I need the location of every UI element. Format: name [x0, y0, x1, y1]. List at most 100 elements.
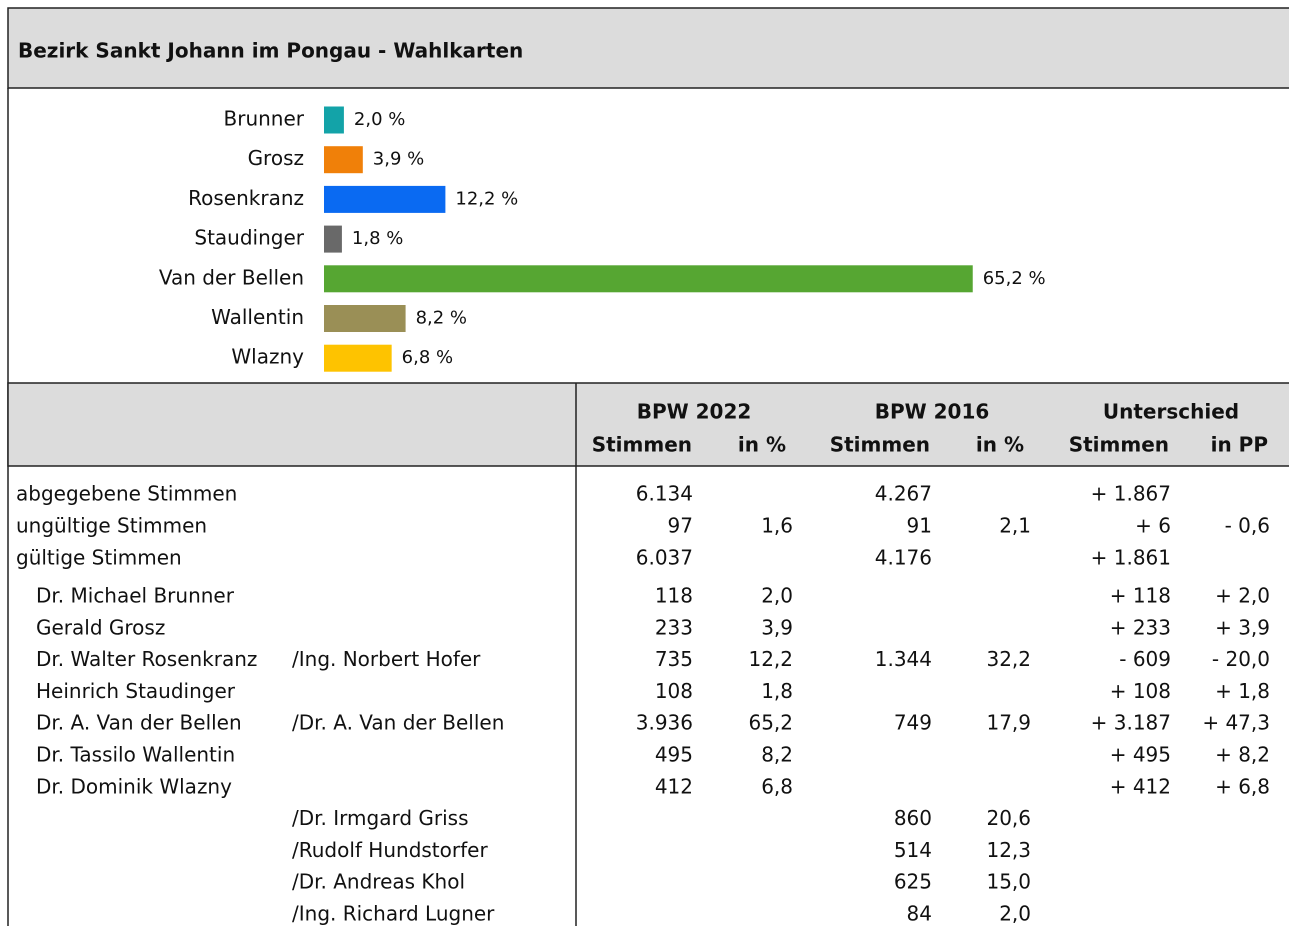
cell: + 233 — [1110, 615, 1171, 639]
column-header: Stimmen — [1069, 433, 1169, 457]
cell: 6.037 — [636, 546, 693, 570]
cell: 514 — [894, 838, 932, 862]
row-name: Dr. Dominik Wlazny — [36, 774, 232, 798]
bar-label: Staudinger — [194, 226, 304, 250]
group-header: BPW 2022 — [637, 400, 752, 424]
cell: 108 — [655, 679, 693, 703]
row-name: Dr. A. Van der Bellen — [36, 711, 242, 735]
value-label: 12,2 % — [455, 188, 518, 209]
value-label: 65,2 % — [983, 268, 1046, 289]
row-partner: /Rudolf Hundstorfer — [292, 838, 488, 862]
cell: 625 — [894, 870, 932, 894]
bar-label: Wallentin — [211, 305, 304, 329]
row-name: abgegebene Stimmen — [16, 482, 237, 506]
row-name: Dr. Tassilo Wallentin — [36, 743, 235, 767]
value-label: 8,2 % — [416, 308, 467, 329]
cell: + 1.867 — [1091, 482, 1171, 506]
row-name: gültige Stimmen — [16, 546, 182, 570]
title-band — [7, 7, 1289, 89]
row-partner: /Dr. Andreas Khol — [292, 870, 465, 894]
value-label: 3,9 % — [373, 149, 424, 170]
cell: + 6,8 — [1215, 774, 1270, 798]
bar-label: Van der Bellen — [159, 265, 304, 289]
cell: 233 — [655, 615, 693, 639]
column-header: Stimmen — [830, 433, 930, 457]
value-label: 2,0 % — [354, 109, 405, 130]
row-partner: /Dr. A. Van der Bellen — [292, 711, 504, 735]
cell: + 108 — [1110, 679, 1171, 703]
cell: 12,3 — [986, 838, 1031, 862]
cell: 65,2 — [748, 711, 793, 735]
cell: 4.176 — [875, 546, 932, 570]
cell: 8,2 — [761, 743, 793, 767]
column-header: in % — [976, 433, 1024, 457]
bar — [324, 265, 973, 293]
cell: 118 — [655, 584, 693, 608]
row-name: Gerald Grosz — [36, 615, 165, 639]
cell: 2,1 — [999, 514, 1031, 538]
cell: - 0,6 — [1225, 514, 1270, 538]
bar — [324, 106, 344, 134]
table-header-band — [7, 382, 1289, 467]
cell: + 3.187 — [1091, 711, 1171, 735]
cell: 3,9 — [761, 615, 793, 639]
cell: 412 — [655, 774, 693, 798]
column-header: in % — [738, 433, 786, 457]
cell: 4.267 — [875, 482, 932, 506]
row-name: Heinrich Staudinger — [36, 679, 236, 703]
cell: + 495 — [1110, 743, 1171, 767]
group-header: Unterschied — [1103, 400, 1239, 424]
cell: 3.936 — [636, 711, 693, 735]
value-label: 1,8 % — [352, 228, 403, 249]
bar — [324, 146, 363, 174]
row-partner: /Ing. Richard Lugner — [292, 902, 495, 926]
cell: 1,6 — [761, 514, 793, 538]
bar-label: Grosz — [248, 146, 304, 170]
value-label: 6,8 % — [402, 347, 453, 368]
bar-label: Rosenkranz — [188, 186, 304, 210]
row-partner: /Ing. Norbert Hofer — [292, 647, 481, 671]
group-header: BPW 2016 — [875, 400, 990, 424]
cell: 735 — [655, 647, 693, 671]
cell: - 20,0 — [1212, 647, 1270, 671]
bar — [324, 185, 446, 213]
cell: 20,6 — [986, 806, 1031, 830]
bar — [324, 344, 392, 372]
cell: 84 — [907, 902, 932, 926]
cell: 32,2 — [986, 647, 1031, 671]
column-header: in PP — [1211, 433, 1268, 457]
cell: + 8,2 — [1215, 743, 1270, 767]
cell: 17,9 — [986, 711, 1031, 735]
cell: + 412 — [1110, 774, 1171, 798]
cell: 749 — [894, 711, 932, 735]
title: Bezirk Sankt Johann im Pongau - Wahlkart… — [18, 39, 523, 63]
row-name: Dr. Walter Rosenkranz — [36, 647, 257, 671]
bar — [324, 225, 342, 253]
cell: 15,0 — [986, 870, 1031, 894]
cell: + 6 — [1135, 514, 1171, 538]
cell: + 2,0 — [1215, 584, 1270, 608]
cell: 6,8 — [761, 774, 793, 798]
row-partner: /Dr. Irmgard Griss — [292, 806, 468, 830]
row-name: ungültige Stimmen — [16, 514, 207, 538]
cell: + 118 — [1110, 584, 1171, 608]
cell: 6.134 — [636, 482, 693, 506]
cell: + 47,3 — [1202, 711, 1270, 735]
cell: 97 — [668, 514, 693, 538]
cell: 2,0 — [761, 584, 793, 608]
cell: 91 — [907, 514, 932, 538]
cell: + 3,9 — [1215, 615, 1270, 639]
bar — [324, 305, 406, 332]
cell: 1.344 — [875, 647, 932, 671]
cell: + 1,8 — [1215, 679, 1270, 703]
bar-label: Brunner — [224, 107, 305, 131]
cell: 2,0 — [999, 902, 1031, 926]
cell: 12,2 — [748, 647, 793, 671]
row-name: Dr. Michael Brunner — [36, 584, 235, 608]
cell: 495 — [655, 743, 693, 767]
column-header: Stimmen — [592, 433, 692, 457]
bar-label: Wlazny — [231, 345, 304, 369]
cell: 1,8 — [761, 679, 793, 703]
cell: - 609 — [1119, 647, 1171, 671]
